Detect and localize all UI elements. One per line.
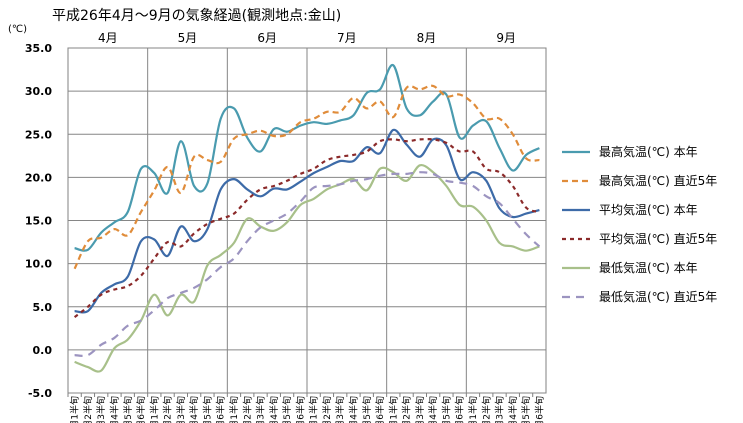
x-tick-label: 7月4半旬	[347, 396, 359, 423]
y-tick-label: -5.0	[28, 387, 52, 400]
x-axis-ticks: 4月1半旬 4月2半旬 4月3半旬 4月4半旬 4月5半旬 4月6半旬 5月1半旬 5月2半旬…	[67, 393, 545, 423]
x-tick-label: 6月5半旬	[281, 396, 293, 423]
x-tick-label: 4月6半旬	[135, 396, 147, 423]
x-tick-label: 7月2半旬	[321, 396, 333, 423]
month-label: 5月	[178, 31, 198, 45]
x-tick-label: 6月4半旬	[268, 396, 280, 423]
month-label: 7月	[337, 31, 357, 45]
x-tick-label: 5月2半旬	[162, 396, 174, 423]
x-tick-label: 9月1半旬	[467, 396, 479, 423]
y-tick-label: 25.0	[25, 128, 52, 141]
legend-label-0: 最高気温(℃) 本年	[599, 144, 698, 159]
y-tick-label: 20.0	[25, 171, 52, 184]
x-tick-label: 4月4半旬	[108, 396, 120, 423]
month-labels: 4月 5月 6月 7月 8月 9月	[98, 31, 516, 45]
month-label: 8月	[417, 31, 437, 45]
series-line-0	[74, 64, 540, 252]
x-tick-label: 8月1半旬	[387, 396, 399, 423]
x-tick-label: 4月5半旬	[122, 396, 134, 423]
y-tick-label: 5.0	[33, 301, 53, 314]
x-tick-label: 5月5半旬	[201, 396, 213, 423]
x-tick-label: 4月1半旬	[69, 396, 81, 423]
legend-label-1: 最高気温(℃) 直近5年	[599, 173, 717, 188]
month-label: 6月	[257, 31, 277, 45]
x-tick-label: 8月3半旬	[414, 396, 426, 423]
x-tick-label: 5月4半旬	[188, 396, 200, 423]
x-tick-label: 9月4半旬	[507, 396, 519, 423]
legend-label-5: 最低気温(℃) 直近5年	[599, 289, 717, 304]
x-tick-label: 7月1半旬	[308, 396, 320, 423]
month-label: 9月	[496, 31, 516, 45]
y-tick-label: 0.0	[33, 344, 53, 357]
series-lines	[73, 64, 541, 373]
x-tick-label: 6月2半旬	[241, 396, 253, 423]
grid-lines	[67, 47, 547, 394]
y-tick-label: 30.0	[25, 85, 52, 98]
x-tick-label: 5月3半旬	[175, 396, 187, 423]
y-tick-label: 10.0	[25, 258, 52, 271]
x-tick-label: 5月1半旬	[148, 396, 160, 423]
legend-label-3: 平均気温(℃) 直近5年	[599, 231, 717, 246]
x-tick-label: 9月6半旬	[533, 396, 545, 423]
series-line-1	[73, 84, 540, 270]
series-line-5	[74, 171, 541, 357]
y-tick-label: 35.0	[25, 42, 52, 55]
x-tick-label: 6月1半旬	[228, 396, 240, 423]
series-line-4	[74, 163, 540, 373]
x-tick-label: 4月3半旬	[95, 396, 107, 423]
x-tick-label: 7月5半旬	[361, 396, 373, 423]
x-tick-label: 8月6半旬	[454, 396, 466, 423]
y-axis-unit: (℃)	[8, 24, 27, 35]
x-tick-label: 4月2半旬	[82, 396, 94, 423]
series-line-3	[73, 138, 540, 318]
x-tick-label: 6月3半旬	[255, 396, 267, 423]
chart-title: 平成26年4月～9月の気象経過(観測地点:金山)	[52, 7, 341, 24]
x-tick-label: 7月6半旬	[374, 396, 386, 423]
series-line-2	[74, 128, 540, 314]
x-tick-label: 8月5半旬	[440, 396, 452, 423]
x-tick-label: 9月3半旬	[494, 396, 506, 423]
x-tick-label: 7月3半旬	[334, 396, 346, 423]
x-tick-label: 9月5半旬	[520, 396, 532, 423]
legend-label-4: 最低気温(℃) 本年	[599, 260, 698, 275]
y-axis-ticks: -5.0 0.0 5.0 10.0 15.0 20.0 25.0 30.0 35.0	[25, 42, 52, 400]
month-label: 4月	[98, 31, 118, 45]
x-tick-label: 9月2半旬	[480, 396, 492, 423]
x-tick-label: 8月4半旬	[427, 396, 439, 423]
x-tick-label: 5月6半旬	[215, 396, 227, 423]
legend-label-2: 平均気温(℃) 本年	[599, 202, 698, 217]
x-tick-label: 6月6半旬	[294, 396, 306, 423]
x-tick-label: 8月2半旬	[401, 396, 413, 423]
y-tick-label: 15.0	[25, 215, 52, 228]
